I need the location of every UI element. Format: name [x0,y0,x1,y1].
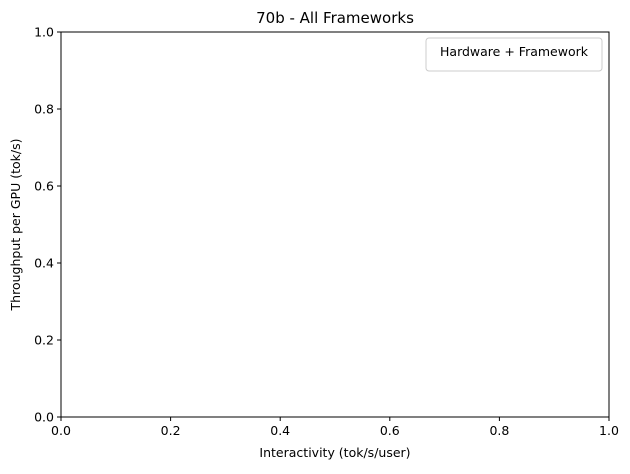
x-tick-label: 0.4 [270,423,290,438]
y-tick-label: 1.0 [34,25,54,40]
chart-title: 70b - All Frameworks [256,9,414,27]
y-tick-label: 0.0 [34,410,54,425]
y-axis-label: Throughput per GPU (tok/s) [8,139,23,312]
legend-title: Hardware + Framework [440,44,589,59]
legend: Hardware + Framework [425,37,603,72]
x-tick-label: 0.8 [489,423,509,438]
legend-box [425,37,603,72]
plot-area [60,31,610,418]
y-tick-label: 0.6 [34,179,54,194]
x-axis-label: Interactivity (tok/s/user) [259,445,410,460]
y-axis-ticks: 0.0 0.2 0.4 0.6 0.8 1.0 [34,25,61,425]
x-tick-label: 0.6 [380,423,400,438]
y-tick-label: 0.4 [34,256,54,271]
x-tick-label: 0.0 [51,423,71,438]
x-axis-ticks: 0.0 0.2 0.4 0.6 0.8 1.0 [51,417,619,438]
y-tick-label: 0.2 [34,333,54,348]
y-tick-label: 0.8 [34,102,54,117]
x-tick-label: 0.2 [161,423,181,438]
x-tick-label: 1.0 [599,423,619,438]
